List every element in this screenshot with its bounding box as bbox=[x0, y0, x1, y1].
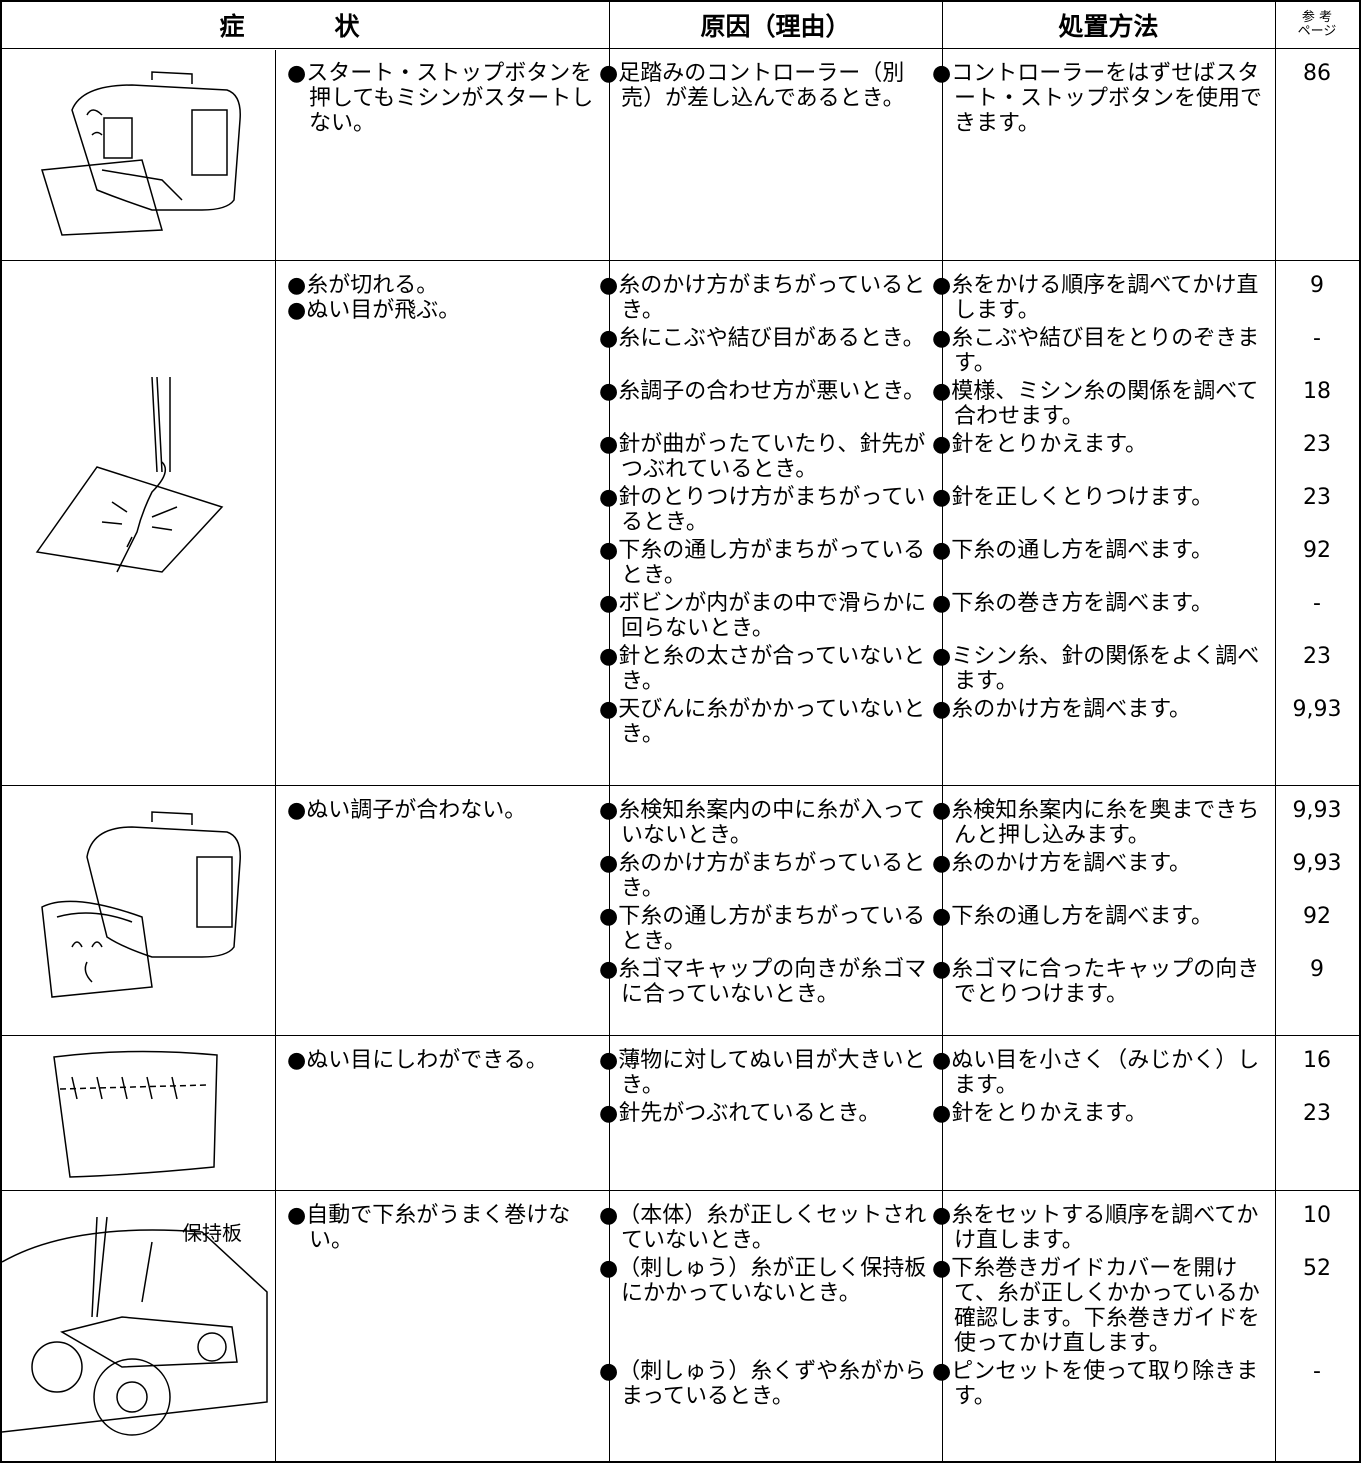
cause: ●足踏みのコントローラー（別売）が差し込んであるとき。 bbox=[599, 61, 905, 111]
cause: ●薄物に対してぬい目が大きいとき。 bbox=[599, 1048, 926, 1098]
page: - bbox=[1313, 591, 1321, 616]
remedy: ●糸検知糸案内に糸を奥まできちんと押し込みます。 bbox=[932, 798, 1260, 848]
remedy: ●模様、ミシン糸の関係を調べて合わせます。 bbox=[932, 379, 1259, 429]
page: 9 bbox=[1310, 957, 1324, 982]
cause: ●天びんに糸がかかっていないとき。 bbox=[599, 697, 926, 747]
symptom-cell: ●ぬい調子が合わない。 bbox=[275, 786, 609, 1036]
page: - bbox=[1313, 326, 1321, 351]
items-cell: ●糸のかけ方がまちがっているとき。 ●糸をかける順序を調べてかけ直します。 9 ●糸に… bbox=[599, 261, 1359, 786]
remedy: ●下糸の巻き方を調べます。 bbox=[932, 591, 1213, 616]
cause: ●（刺しゅう）糸くずや糸がからまっているとき。 bbox=[599, 1359, 927, 1409]
remedy: ●下糸の通し方を調べます。 bbox=[932, 904, 1213, 929]
cause: ●下糸の通し方がまちがっているとき。 bbox=[599, 904, 926, 954]
table-row: ●ぬい目にしわができる。 ●薄物に対してぬい目が大きいとき。 ●ぬい目を小さく（みじ… bbox=[2, 1035, 1359, 1191]
page: 23 bbox=[1303, 485, 1331, 510]
remedy: ●針をとりかえます。 bbox=[932, 1101, 1147, 1126]
symptom-cell: ●糸が切れる。 ●ぬい目が飛ぶ。 bbox=[275, 261, 609, 786]
column-line bbox=[1275, 2, 1276, 1461]
remedy: ●下糸の通し方を調べます。 bbox=[932, 538, 1213, 563]
cause: ●針のとりつけ方がまちがっているとき。 bbox=[599, 485, 926, 535]
column-line bbox=[942, 2, 943, 1461]
page: 23 bbox=[1303, 1101, 1331, 1126]
header-symptom-2: 状 bbox=[334, 12, 360, 41]
remedy: ●糸をセットする順序を調べてかけ直します。 bbox=[932, 1203, 1259, 1253]
symptom-cell: ●スタート・ストップボタンを押してもミシンがスタートしない。 bbox=[275, 49, 609, 261]
page: 92 bbox=[1303, 538, 1331, 563]
header-symptom-1: 症 bbox=[219, 12, 245, 41]
page: 86 bbox=[1303, 61, 1331, 86]
header-remedy: 処置方法 bbox=[1058, 12, 1159, 41]
cause: ●（本体）糸が正しくセットされていないとき。 bbox=[599, 1203, 927, 1253]
table-row: ●スタート・ストップボタンを押してもミシンがスタートしない。 ●足踏みのコントロー… bbox=[2, 48, 1359, 261]
items-cell: ●（本体）糸が正しくセットされていないとき。 ●糸をセットする順序を調べてかけ直し… bbox=[599, 1191, 1359, 1461]
symptom: ●スタート・ストップボタンを押してもミシンがスタートしない。 bbox=[287, 61, 594, 136]
header-page-1: 参 考 bbox=[1301, 10, 1333, 25]
page: - bbox=[1313, 1359, 1321, 1384]
illustration-holder: 保持板 bbox=[2, 1216, 268, 1436]
cause: ●糸にこぶや結び目があるとき。 bbox=[599, 326, 925, 351]
symptom: ●自動で下糸がうまく巻けない。 bbox=[287, 1203, 571, 1253]
items-cell: ●足踏みのコントローラー（別売）が差し込んであるとき。 ●コントローラーをはずせば… bbox=[599, 49, 1359, 261]
page: 52 bbox=[1303, 1256, 1331, 1281]
cause: ●針が曲がったていたり、針先がつぶれているとき。 bbox=[599, 432, 926, 482]
remedy: ●ピンセットを使って取り除きます。 bbox=[932, 1359, 1259, 1409]
symptom: ●ぬい目にしわができる。 bbox=[287, 1048, 548, 1073]
column-line bbox=[275, 50, 276, 1461]
symptom-cell: ●ぬい目にしわができる。 bbox=[275, 1036, 609, 1191]
remedy: ●コントローラーをはずせばスタート・ストップボタンを使用できます。 bbox=[932, 61, 1263, 136]
page: 9,93 bbox=[1292, 851, 1342, 876]
remedy: ●糸のかけ方を調べます。 bbox=[932, 697, 1191, 722]
page: 23 bbox=[1303, 644, 1331, 669]
items-cell: ●薄物に対してぬい目が大きいとき。 ●ぬい目を小さく（みじかく）します。 16 ●針先… bbox=[599, 1036, 1359, 1191]
table-row: ●ぬい調子が合わない。 ●糸検知糸案内の中に糸が入っていないとき。 ●糸検知糸案内に… bbox=[2, 785, 1359, 1036]
table-row: ●自動で下糸がうまく巻けない。 ●（本体）糸が正しくセットされていないとき。 ●糸を… bbox=[2, 1190, 1359, 1461]
remedy: ●針をとりかえます。 bbox=[932, 432, 1147, 457]
remedy: ●糸のかけ方を調べます。 bbox=[932, 851, 1191, 876]
page: 92 bbox=[1303, 904, 1331, 929]
remedy: ●糸ゴマに合ったキャップの向きでとりつけます。 bbox=[932, 957, 1260, 1007]
cause: ●糸のかけ方がまちがっているとき。 bbox=[599, 851, 926, 901]
cause: ●針と糸の太さが合っていないとき。 bbox=[599, 644, 926, 694]
column-line bbox=[609, 2, 610, 1461]
illustration-stitch bbox=[41, 811, 241, 998]
cause: ●（刺しゅう）糸が正しく保持板にかかっていないとき。 bbox=[599, 1256, 927, 1306]
header-page-2: ページ bbox=[1297, 24, 1337, 39]
image-label: 保持板 bbox=[182, 1221, 242, 1245]
remedy: ●糸こぶや結び目をとりのぞきます。 bbox=[932, 326, 1260, 376]
header-cause: 原因（理由） bbox=[700, 12, 851, 41]
illustration-wrinkle bbox=[53, 1050, 218, 1178]
cause: ●糸のかけ方がまちがっているとき。 bbox=[599, 273, 926, 323]
page: 9,93 bbox=[1292, 697, 1342, 722]
cause: ●糸ゴマキャップの向きが糸ゴマに合っていないとき。 bbox=[599, 957, 927, 1007]
page: 10 bbox=[1303, 1203, 1331, 1228]
page: 16 bbox=[1303, 1048, 1331, 1073]
remedy: ●糸をかける順序を調べてかけ直します。 bbox=[932, 273, 1259, 323]
cause: ●ボビンが内がまの中で滑らかに回らないとき。 bbox=[599, 591, 927, 641]
page: 9,93 bbox=[1292, 798, 1342, 823]
page: 23 bbox=[1303, 432, 1331, 457]
illustration-machine bbox=[41, 71, 241, 236]
cause: ●下糸の通し方がまちがっているとき。 bbox=[599, 538, 926, 588]
items-cell: ●糸検知糸案内の中に糸が入っていないとき。 ●糸検知糸案内に糸を奥まできちんと押し… bbox=[599, 786, 1359, 1036]
cause: ●糸検知糸案内の中に糸が入っていないとき。 bbox=[599, 798, 926, 848]
symptom: ●糸が切れる。 bbox=[287, 273, 439, 298]
remedy: ●ミシン糸、針の関係をよく調べます。 bbox=[932, 644, 1260, 694]
symptom: ●ぬい目が飛ぶ。 bbox=[287, 298, 461, 323]
cause: ●針先がつぶれているとき。 bbox=[599, 1101, 881, 1126]
illustration-thread bbox=[35, 376, 224, 573]
remedy: ●針を正しくとりつけます。 bbox=[932, 485, 1214, 510]
symptom: ●ぬい調子が合わない。 bbox=[287, 798, 527, 823]
table-row: ●糸が切れる。 ●ぬい目が飛ぶ。 ●糸のかけ方がまちがっているとき。 ●糸をかける順序… bbox=[2, 260, 1359, 786]
symptom-cell: ●自動で下糸がうまく巻けない。 bbox=[275, 1191, 609, 1461]
page: 9 bbox=[1310, 273, 1324, 298]
cause: ●糸調子の合わせ方が悪いとき。 bbox=[599, 379, 926, 404]
page: 18 bbox=[1303, 379, 1331, 404]
remedy: ●ぬい目を小さく（みじかく）します。 bbox=[932, 1048, 1260, 1098]
remedy: ●下糸巻きガイドカバーを開けて、糸が正しくかかっているか確認します。下糸巻きガイ… bbox=[932, 1256, 1260, 1356]
